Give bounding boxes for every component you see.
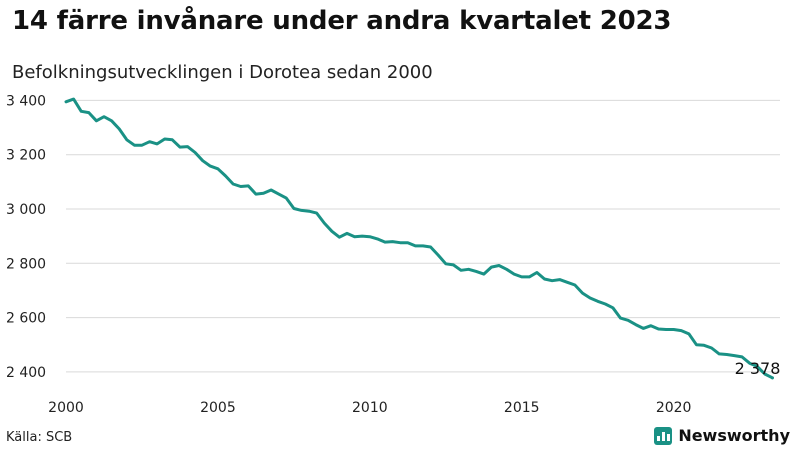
end-value-label: 2 378	[735, 359, 781, 378]
brand-logo[interactable]: Newsworthy	[654, 426, 790, 445]
x-tick-label: 2015	[504, 400, 540, 416]
last-data-point	[770, 376, 774, 380]
x-tick-label: 2005	[200, 400, 236, 416]
series-group	[64, 97, 774, 380]
x-axis-ticks: 2000 2005 2010 2015 2020	[48, 400, 691, 416]
series-line	[64, 97, 774, 380]
y-tick-label: 2 800	[6, 256, 46, 272]
brand-name: Newsworthy	[678, 426, 790, 445]
x-tick-label: 2000	[48, 400, 84, 416]
bar-chart-icon	[654, 426, 673, 445]
x-tick-label: 2010	[352, 400, 388, 416]
chart-subtitle: Befolkningsutvecklingen i Dorotea sedan …	[12, 62, 433, 83]
y-tick-label: 2 600	[6, 311, 46, 327]
x-tick-label: 2020	[656, 400, 692, 416]
y-tick-label: 3 400	[6, 93, 46, 109]
y-tick-label: 3 000	[6, 202, 46, 218]
data-labels: 2 378	[735, 359, 781, 378]
y-tick-label: 2 400	[6, 365, 46, 381]
y-axis-ticks: 2 400 2 600 2 800 3 000 3 200 3 400	[6, 93, 46, 380]
gridlines	[66, 99, 780, 373]
source-note: Källa: SCB	[6, 430, 73, 445]
page-title: 14 färre invånare under andra kvartalet …	[12, 6, 672, 36]
y-tick-label: 3 200	[6, 148, 46, 164]
